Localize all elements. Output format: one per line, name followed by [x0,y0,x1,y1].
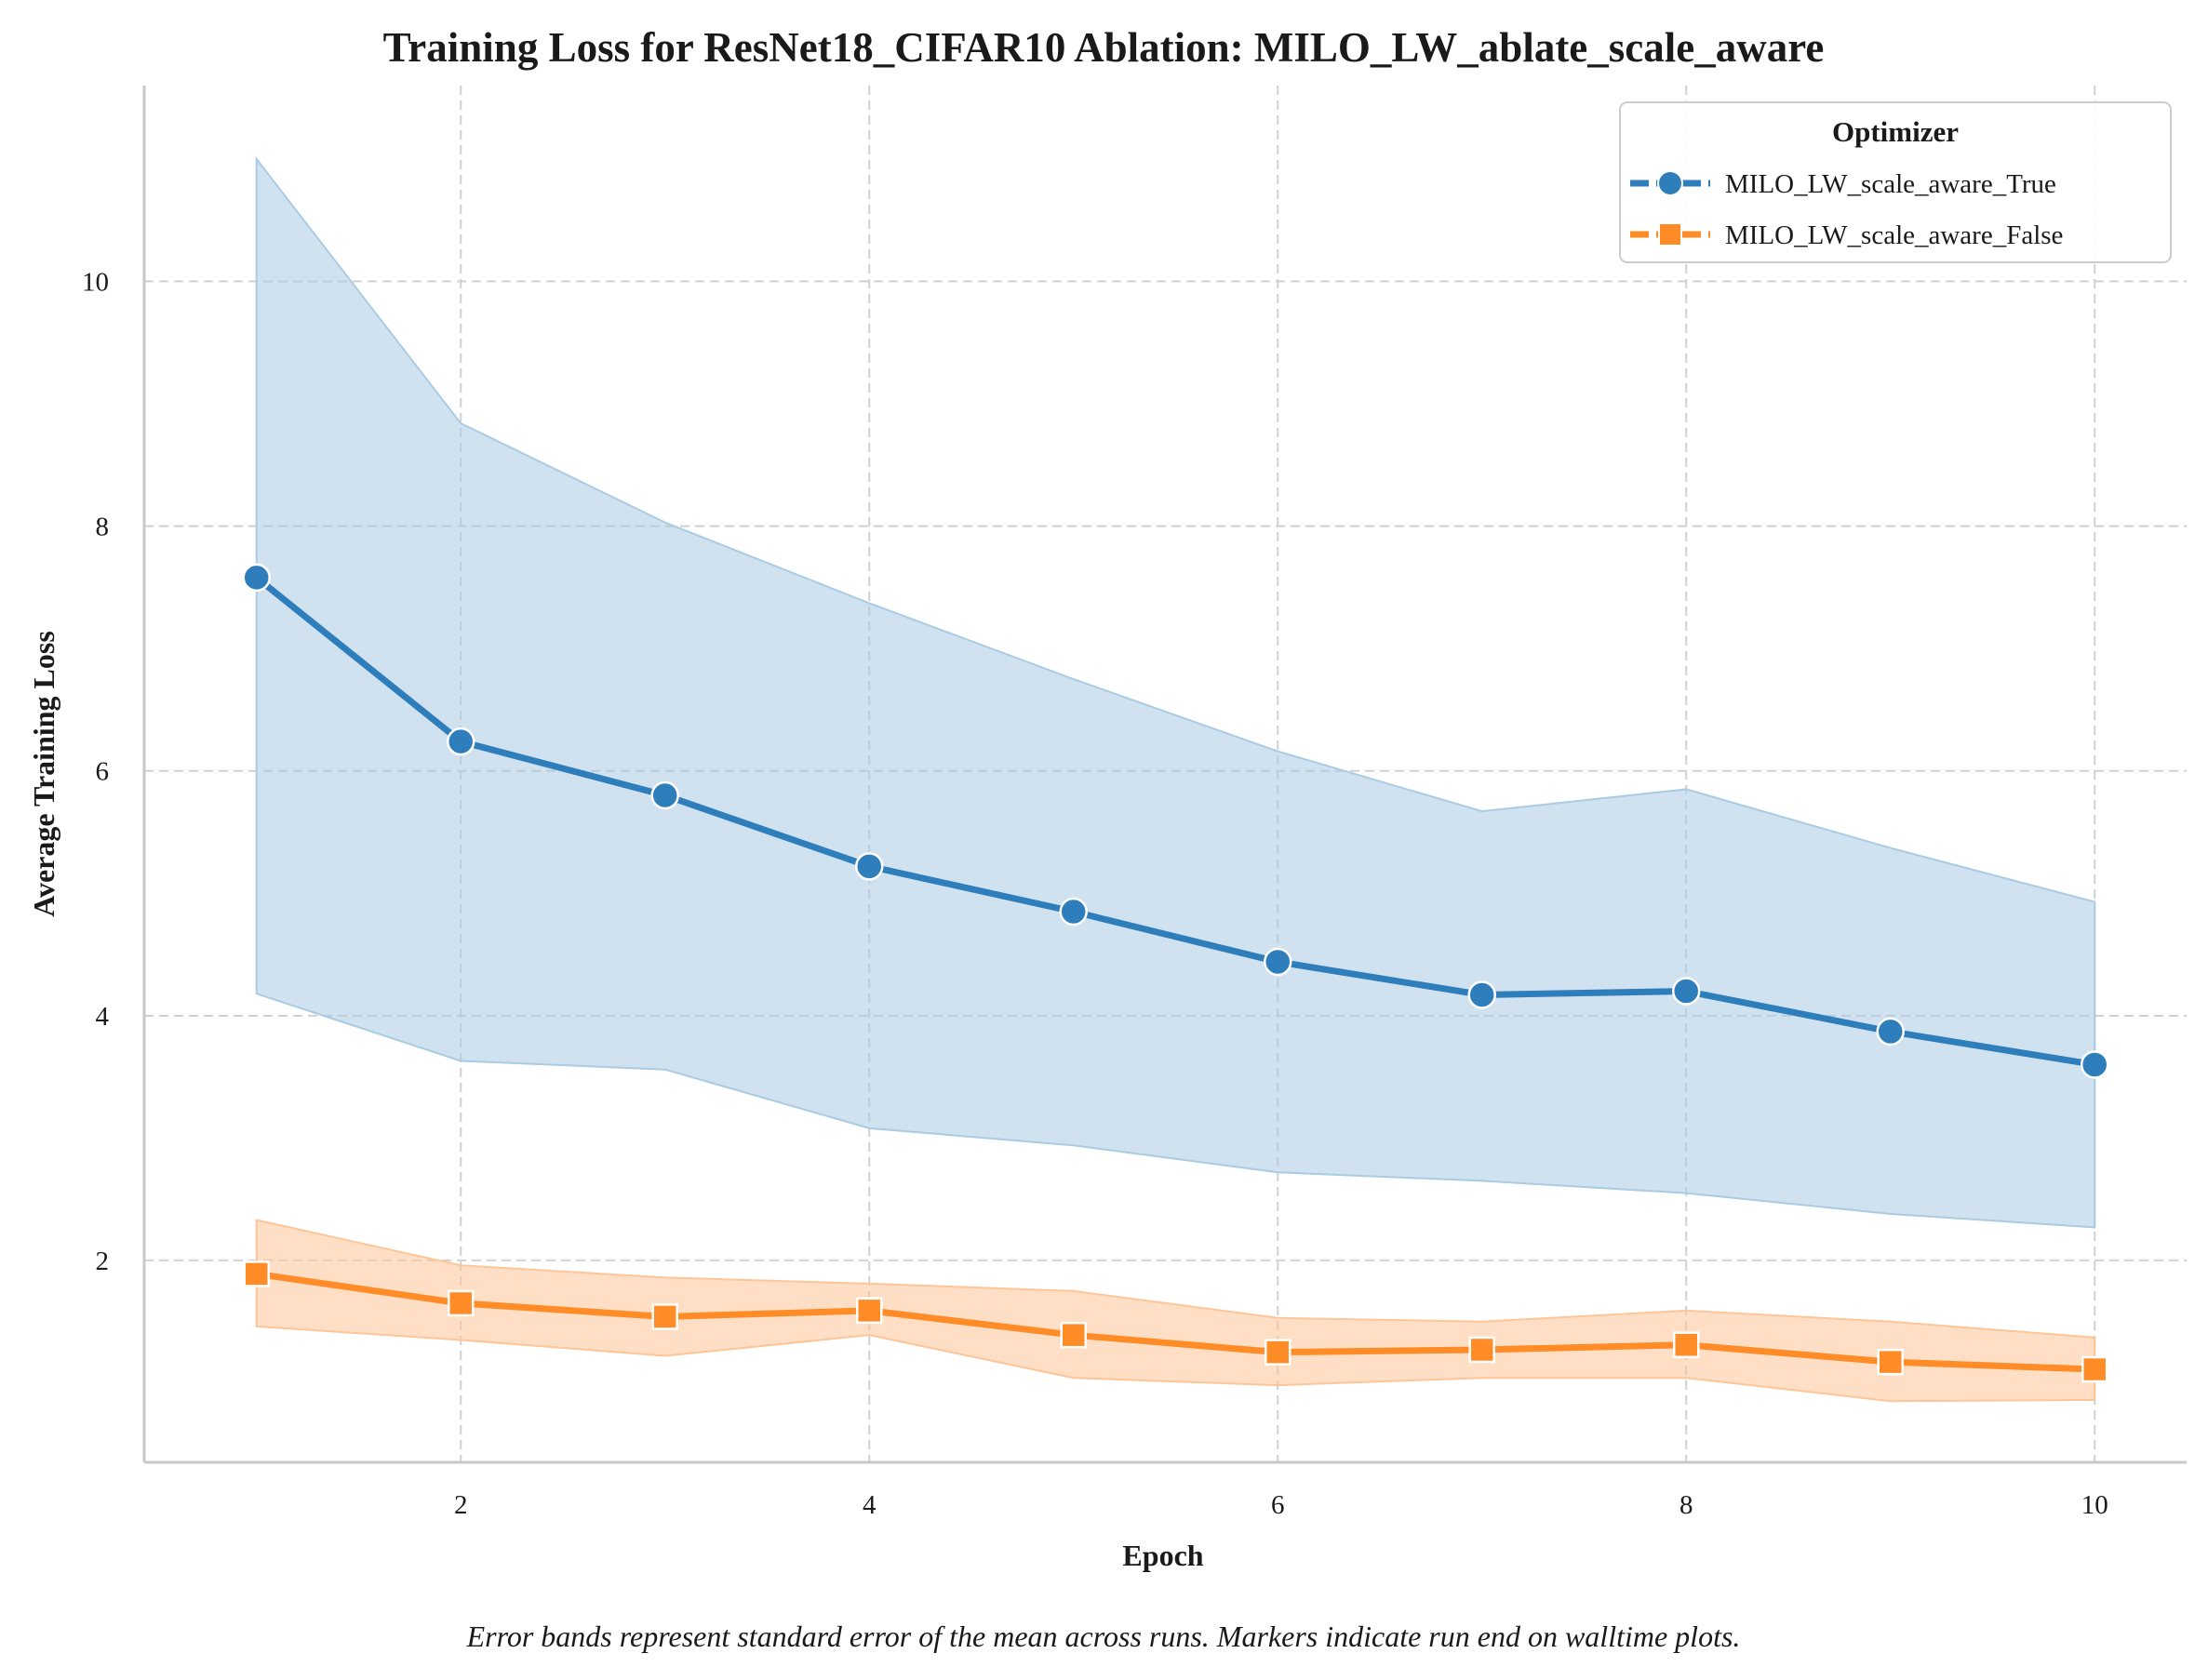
data-point [447,1289,475,1317]
data-point [446,727,475,756]
data-point [1876,1017,1905,1047]
legend-marker [1657,170,1683,196]
legend-box [1619,101,2172,263]
legend-entry-label: MILO_LW_scale_aware_True [1725,169,2056,199]
legend-entry-label: MILO_LW_scale_aware_False [1725,220,2063,250]
data-point [2080,1050,2109,1079]
data-point [2081,1355,2108,1383]
series-markers [242,563,2109,1383]
y-tick-label: 6 [96,757,110,787]
legend-marker [1658,222,1682,247]
data-point [1059,897,1088,927]
error-bands [255,156,2096,1403]
legend: Optimizer MILO_LW_scale_aware_TrueMILO_L… [1619,101,2172,263]
data-point [1877,1348,1904,1376]
tick-labels: 2 4 6 8 10 2 4 6 8 10 [82,267,2108,1520]
series-lines [253,574,2098,1373]
data-point [243,1260,270,1287]
y-tick-label: 4 [96,1002,110,1032]
data-point [651,1303,678,1330]
data-point [855,1297,883,1325]
data-point [854,852,884,881]
x-tick-label: 10 [2081,1490,2108,1520]
data-point [1264,1339,1291,1366]
chart-caption: Error bands represent standard error of … [466,1620,1741,1653]
x-tick-label: 8 [1679,1490,1693,1520]
data-point [650,780,679,810]
x-tick-label: 2 [454,1490,468,1520]
error-band-series-2 [255,1219,2096,1403]
y-tick-label: 2 [96,1247,110,1276]
data-point [1467,980,1496,1009]
x-axis-label: Epoch [1122,1539,1203,1572]
y-axis-label: Average Training Loss [27,631,60,917]
data-point [1263,947,1292,977]
series-line-1 [253,574,2098,1068]
y-tick-label: 8 [96,513,110,542]
data-point [242,563,271,593]
legend-title: Optimizer [1832,115,1959,148]
chart-title: Training Loss for ResNet18_CIFAR10 Ablat… [383,24,1825,71]
data-point [1468,1336,1495,1364]
legend-entries: MILO_LW_scale_aware_True MILO_LW_scale_aw… [1630,169,2063,250]
error-band-series-1 [255,156,2096,1229]
data-point [1672,1331,1700,1358]
x-tick-label: 4 [863,1490,877,1520]
data-point [1671,977,1701,1006]
y-tick-label: 10 [82,267,109,297]
axes [142,86,2187,1464]
x-tick-label: 6 [1271,1490,1285,1520]
data-point [1060,1321,1087,1349]
series-line-2 [253,1270,2098,1373]
